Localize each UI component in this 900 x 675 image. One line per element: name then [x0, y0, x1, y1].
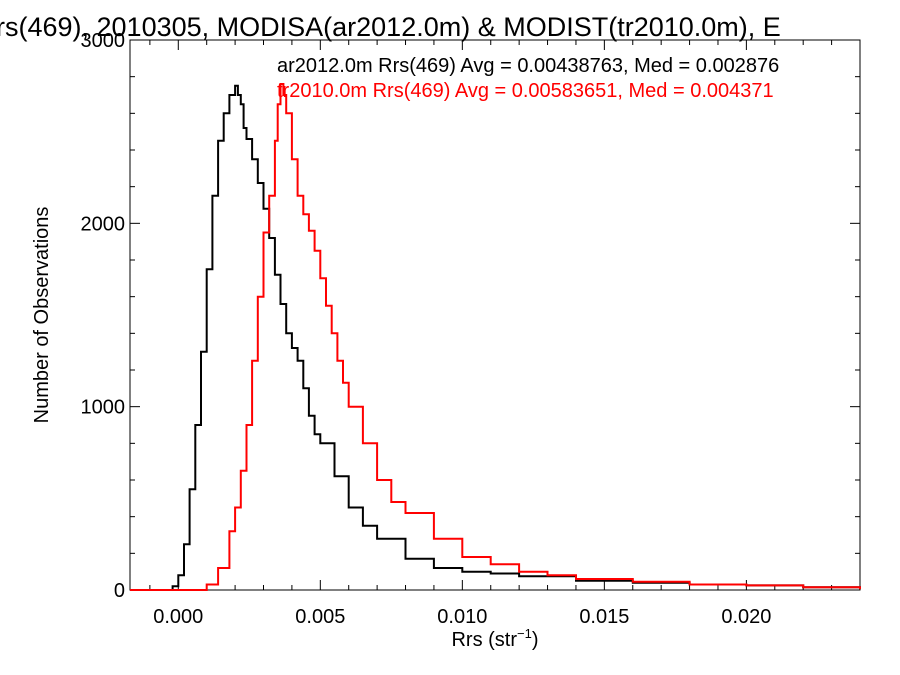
legend-entry-ar2012: ar2012.0m Rrs(469) Avg = 0.00438763, Med… — [277, 55, 779, 77]
x-axis: 0.000 0.005 0.010 0.015 0.020 — [149, 40, 861, 628]
y-axis-label: Number of Observations — [31, 207, 53, 424]
legend-entry-tr2010: tr2010.0m Rrs(469) Avg = 0.00583651, Med… — [277, 80, 774, 102]
x-axis-label-superscript: −1 — [517, 626, 532, 641]
x-tick-label: 0.000 — [153, 606, 203, 628]
y-tick-label: 2000 — [81, 213, 126, 235]
series-layer — [130, 83, 861, 591]
x-tick-label: 0.020 — [721, 606, 771, 628]
y-tick-label: 1000 — [81, 397, 126, 419]
plot-frame — [129, 39, 861, 591]
x-tick-label: 0.010 — [437, 606, 487, 628]
series-line-0 — [130, 84, 861, 591]
series-line-1 — [130, 83, 861, 591]
y-axis: 0 1000 2000 3000 — [81, 30, 860, 602]
y-tick-label: 0 — [114, 580, 125, 602]
x-axis-label-main: Rrs (str — [451, 629, 517, 651]
y-tick-label: 3000 — [81, 30, 126, 52]
x-axis-label: Rrs (str−1) — [451, 626, 538, 651]
chart-title: rs(469), 2010305, MODISA(ar2012.0m) & MO… — [0, 12, 781, 42]
x-tick-label: 0.015 — [579, 606, 629, 628]
x-tick-label: 0.005 — [295, 606, 345, 628]
x-axis-label-close: ) — [532, 629, 539, 651]
